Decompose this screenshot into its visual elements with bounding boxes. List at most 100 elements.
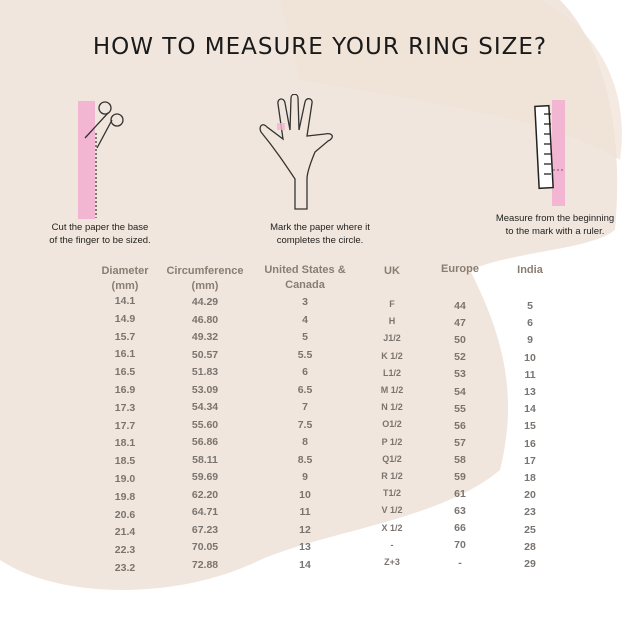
table-cell: 61 [454,488,466,501]
table-cell: 62.20 [191,488,219,501]
table-cell: - [390,539,394,550]
table-cell: 10 [524,351,536,364]
step-caption-mark: Mark the paper where it completes the cir… [255,222,385,247]
table-cell: 15 [524,420,536,433]
table-cell: 16.5 [114,366,136,379]
table-cell: 44 [454,300,466,312]
table-cell: 17 [524,454,536,467]
table-cell: 4 [302,313,308,326]
table-cell: 11 [524,368,536,381]
table-cell: T1/2 [382,488,401,499]
table-cell: 21.4 [114,526,136,539]
table-cell: Q1/2 [382,453,402,464]
table-cell: 16.9 [114,384,136,396]
header-circumference: Circumference (mm) [160,264,250,294]
table-cell: 11 [299,506,311,518]
page-title: HOW TO MEASURE YOUR RING SIZE? [92,34,548,60]
table-cell: 49.32 [191,331,219,343]
table-cell: 58 [454,453,466,466]
table-cell: 55.60 [191,418,219,431]
table-cell: 51.83 [191,366,219,378]
header-line: Diameter [101,265,149,277]
table-cell: 13 [299,541,311,553]
table-cell: 16.1 [114,348,136,361]
table-cell: 8 [302,436,308,448]
table-cell: 56.86 [191,436,219,448]
table-cell: 70 [454,539,466,552]
header-uk: UK [384,265,400,277]
table-cell: 63 [454,505,466,518]
table-cell: 14 [524,403,536,416]
header-line: Canada [285,279,325,291]
table-cell: 46.80 [191,313,219,326]
step-caption-measure: Measure from the beginning to the mark wi… [485,213,625,238]
table-cell: 5 [302,331,308,343]
header-us-canada: United States & Canada [255,263,355,293]
table-cell: 19.8 [114,490,136,503]
table-cell: 44.29 [191,296,219,308]
table-cell: F [389,299,395,309]
table-cell: 23.2 [114,562,136,574]
table-cell: 23 [524,506,536,519]
table-cell: 19.0 [114,473,136,485]
table-cell: 6 [302,366,308,378]
table-cell: 55 [454,402,466,415]
header-line: United States & [264,264,346,276]
table-cell: 7.5 [297,418,313,431]
table-cell: H [388,316,396,327]
table-cell: 5 [527,300,533,312]
table-cell: 25 [524,523,536,536]
table-cell: 17.7 [114,419,136,432]
table-cell: 72.88 [191,558,219,571]
table-cell: N 1/2 [381,402,403,413]
table-cell: 16 [524,437,536,450]
table-cell: 6.5 [297,383,313,396]
table-cell: 20.6 [114,508,136,521]
caption-line: Measure from the beginning [495,213,615,224]
table-cell: P 1/2 [381,436,403,447]
table-cell: 17.3 [114,401,136,414]
table-cell: R 1/2 [381,471,403,481]
table-cell: 18 [524,472,536,484]
table-cell: 8.5 [297,453,313,466]
table-cell: X 1/2 [381,522,403,533]
table-cell: 54.34 [191,401,219,413]
header-line: Circumference [166,265,244,277]
table-cell: 53 [454,368,466,381]
table-cell: 10 [299,488,311,501]
table-cell: 50.57 [191,348,219,361]
table-cell: 14.9 [114,312,136,325]
ruler-icon [534,100,565,206]
caption-line: Mark the paper where it [270,222,370,233]
table-cell: 59 [454,471,466,483]
table-cell: 56 [454,419,466,432]
header-line: (mm) [191,280,219,292]
table-cell: 64.71 [191,506,219,518]
table-cell: 14 [299,558,311,571]
table-cell: 29 [524,558,536,570]
table-cell: 50 [454,334,466,347]
table-cell: 59.69 [191,471,219,483]
table-cell: 13 [524,386,536,398]
caption-line: to the mark with a ruler. [505,225,605,237]
table-cell: 20 [524,489,536,502]
table-cell: 15.7 [114,330,136,343]
table-cell: Z+3 [384,557,400,567]
header-europe: Europe [441,263,479,275]
table-cell: 22.3 [114,544,136,557]
table-cell: 3 [302,296,308,308]
table-cell: 70.05 [191,541,219,553]
table-cell: O1/2 [382,419,402,430]
table-cell: 9 [527,334,533,347]
table-cell: 53.09 [191,383,219,396]
table-cell: 57 [454,436,466,449]
header-india: India [517,264,543,276]
table-cell: 52 [454,351,466,364]
table-cell: V 1/2 [381,505,403,516]
table-cell: 54 [454,385,466,398]
table-cell: K 1/2 [381,350,403,361]
table-cell: 58.11 [192,453,218,466]
hand-icon [259,94,333,210]
table-cell: L1/2 [382,367,401,378]
table-cell: 6 [527,317,533,330]
